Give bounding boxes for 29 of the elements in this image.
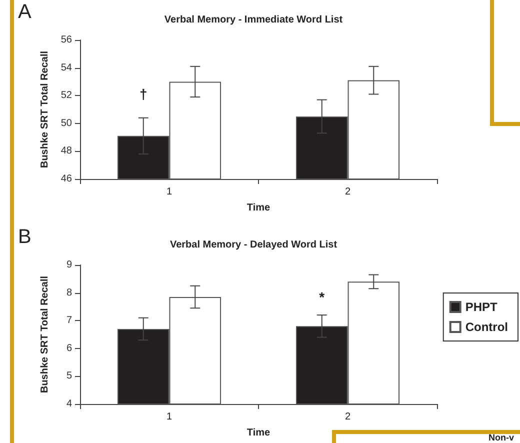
y-tick-label: 52 — [60, 90, 72, 102]
x-axis-title: Time — [246, 202, 271, 214]
text: A — [18, 1, 32, 23]
y-axis-title: Bushke SRT Total Recall — [39, 50, 50, 168]
y-tick-label: 46 — [60, 174, 72, 184]
y-tick-label: 48 — [60, 146, 72, 157]
legend-label: Control — [465, 320, 508, 334]
x-tick-label: 2 — [344, 412, 351, 422]
y-tick-label: 4 — [66, 398, 72, 410]
text: B — [18, 226, 32, 248]
y-tick-label: 8 — [66, 287, 72, 298]
chart-title: Verbal Memory - Immediate Word List — [164, 14, 344, 26]
annotation: † — [139, 86, 148, 102]
y-axis-title: Bushke SRT Total Recall — [40, 276, 50, 394]
y-tick-label: 9 — [66, 260, 72, 270]
annotation: * — [319, 288, 326, 305]
y-tick-label: 50 — [60, 118, 72, 129]
chart-title: Verbal Memory - Delayed Word List — [170, 240, 338, 250]
y-tick-label: 7 — [66, 315, 72, 326]
legend-label: PHPT — [465, 300, 498, 314]
y-tick-label: 56 — [60, 34, 72, 46]
x-tick-label: 2 — [344, 186, 351, 198]
x-tick-label: 1 — [166, 186, 172, 198]
y-tick-label: 54 — [60, 62, 72, 74]
y-tick-label: 5 — [66, 370, 72, 382]
x-axis-title: Time — [246, 428, 271, 438]
text: Non-v — [488, 432, 514, 442]
x-tick-label: 1 — [166, 412, 172, 422]
y-tick-label: 6 — [66, 342, 72, 354]
